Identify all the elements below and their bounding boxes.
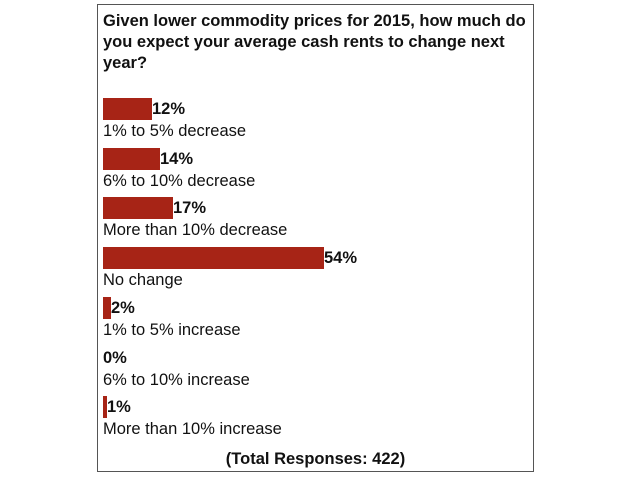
percent-label: 2%: [111, 298, 135, 317]
option-label: More than 10% decrease: [103, 221, 288, 240]
percent-label: 54%: [324, 249, 358, 268]
option-label: No change: [103, 271, 183, 290]
bar-row: 17%: [103, 197, 528, 220]
poll-option: 14% 6% to 10% decrease: [103, 147, 528, 194]
bar-row: 0%: [103, 347, 528, 369]
bar-row: 14%: [103, 147, 528, 170]
percent-label: 14%: [160, 149, 194, 168]
poll-option: 0% 6% to 10% increase: [103, 347, 528, 393]
option-label: More than 10% increase: [103, 420, 282, 439]
option-label: 6% to 10% decrease: [103, 171, 256, 190]
poll-option: 12% 1% to 5% decrease: [103, 98, 528, 144]
percent-label: 12%: [152, 100, 186, 118]
poll-box: Given lower commodity prices for 2015, h…: [97, 4, 534, 472]
percent-label: 0%: [103, 348, 127, 367]
result-bar: [103, 147, 160, 170]
percent-label: 1%: [107, 398, 131, 417]
poll-question: Given lower commodity prices for 2015, h…: [103, 12, 526, 72]
option-label: 6% to 10% increase: [103, 370, 250, 389]
poll-option: 1% More than 10% increase: [103, 396, 528, 442]
bar-row: 54%: [103, 247, 528, 270]
poll-option: 2% 1% to 5% increase: [103, 296, 528, 343]
poll-option: 54% No change: [103, 247, 528, 293]
result-bar: [103, 98, 152, 120]
result-bar: [103, 247, 324, 270]
bar-row: 1%: [103, 396, 528, 419]
option-label: 1% to 5% decrease: [103, 122, 247, 140]
bar-row: 2%: [103, 296, 528, 319]
result-bar: [103, 396, 107, 419]
option-label: 1% to 5% increase: [103, 320, 241, 339]
total-responses: (Total Responses: 422): [225, 450, 406, 468]
bar-row: 12%: [103, 98, 528, 120]
poll-option: 17% More than 10% decrease: [103, 197, 528, 243]
percent-label: 17%: [173, 199, 207, 218]
result-bar: [103, 296, 111, 319]
result-bar: [103, 197, 173, 220]
